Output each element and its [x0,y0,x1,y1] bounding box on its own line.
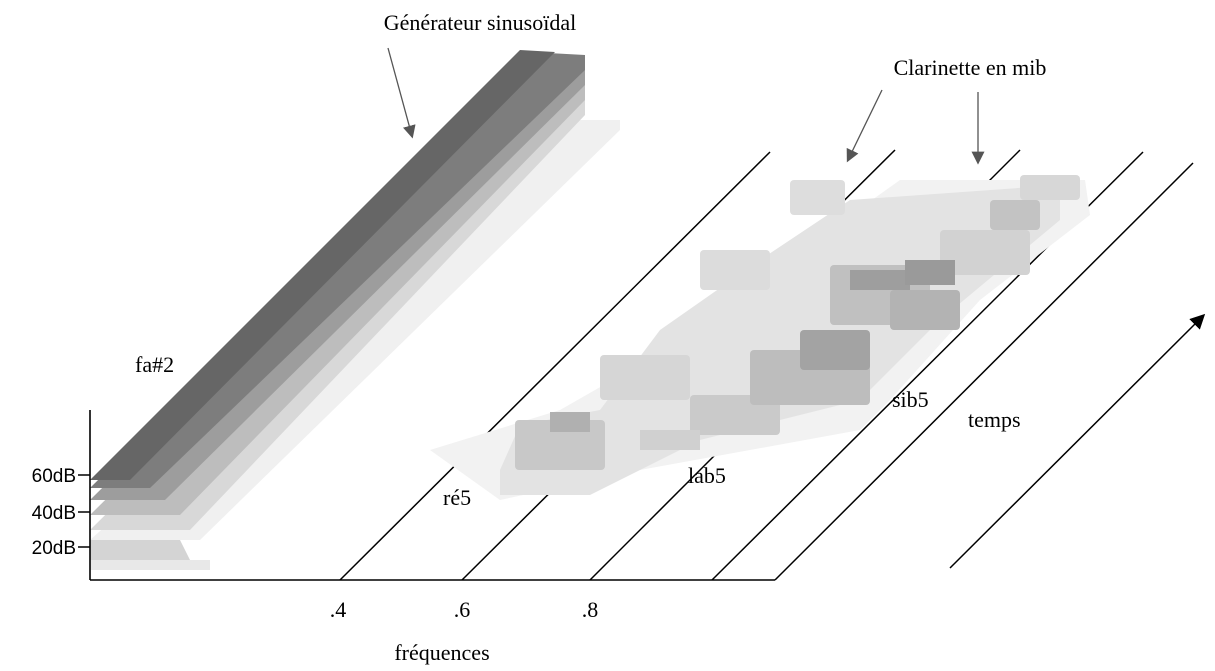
annotation: Clarinette en mib [894,55,1047,80]
frequency-tick-label: .4 [330,597,347,622]
level-tick-label: 40dB [32,503,76,524]
note-label: lab5 [688,463,726,488]
arrow [846,89,883,163]
time-arrow [949,313,1206,569]
arrow [387,47,416,139]
title: Générateur sinusoïdal [384,10,576,35]
level-tick-label: 20dB [32,538,76,559]
sine-ridge [90,50,620,570]
time-label: temps [968,407,1021,432]
level-tick-label: 60dB [32,466,76,487]
note-label: fa#2 [135,352,174,377]
level-ticks [78,474,90,548]
note-label: sib5 [892,387,929,412]
frequency-label: fréquences [394,640,489,665]
note-label: ré5 [443,485,471,510]
clarinet-spectrum [430,175,1090,500]
frequency-tick-label: .8 [582,597,599,622]
frequency-tick-label: .6 [454,597,471,622]
